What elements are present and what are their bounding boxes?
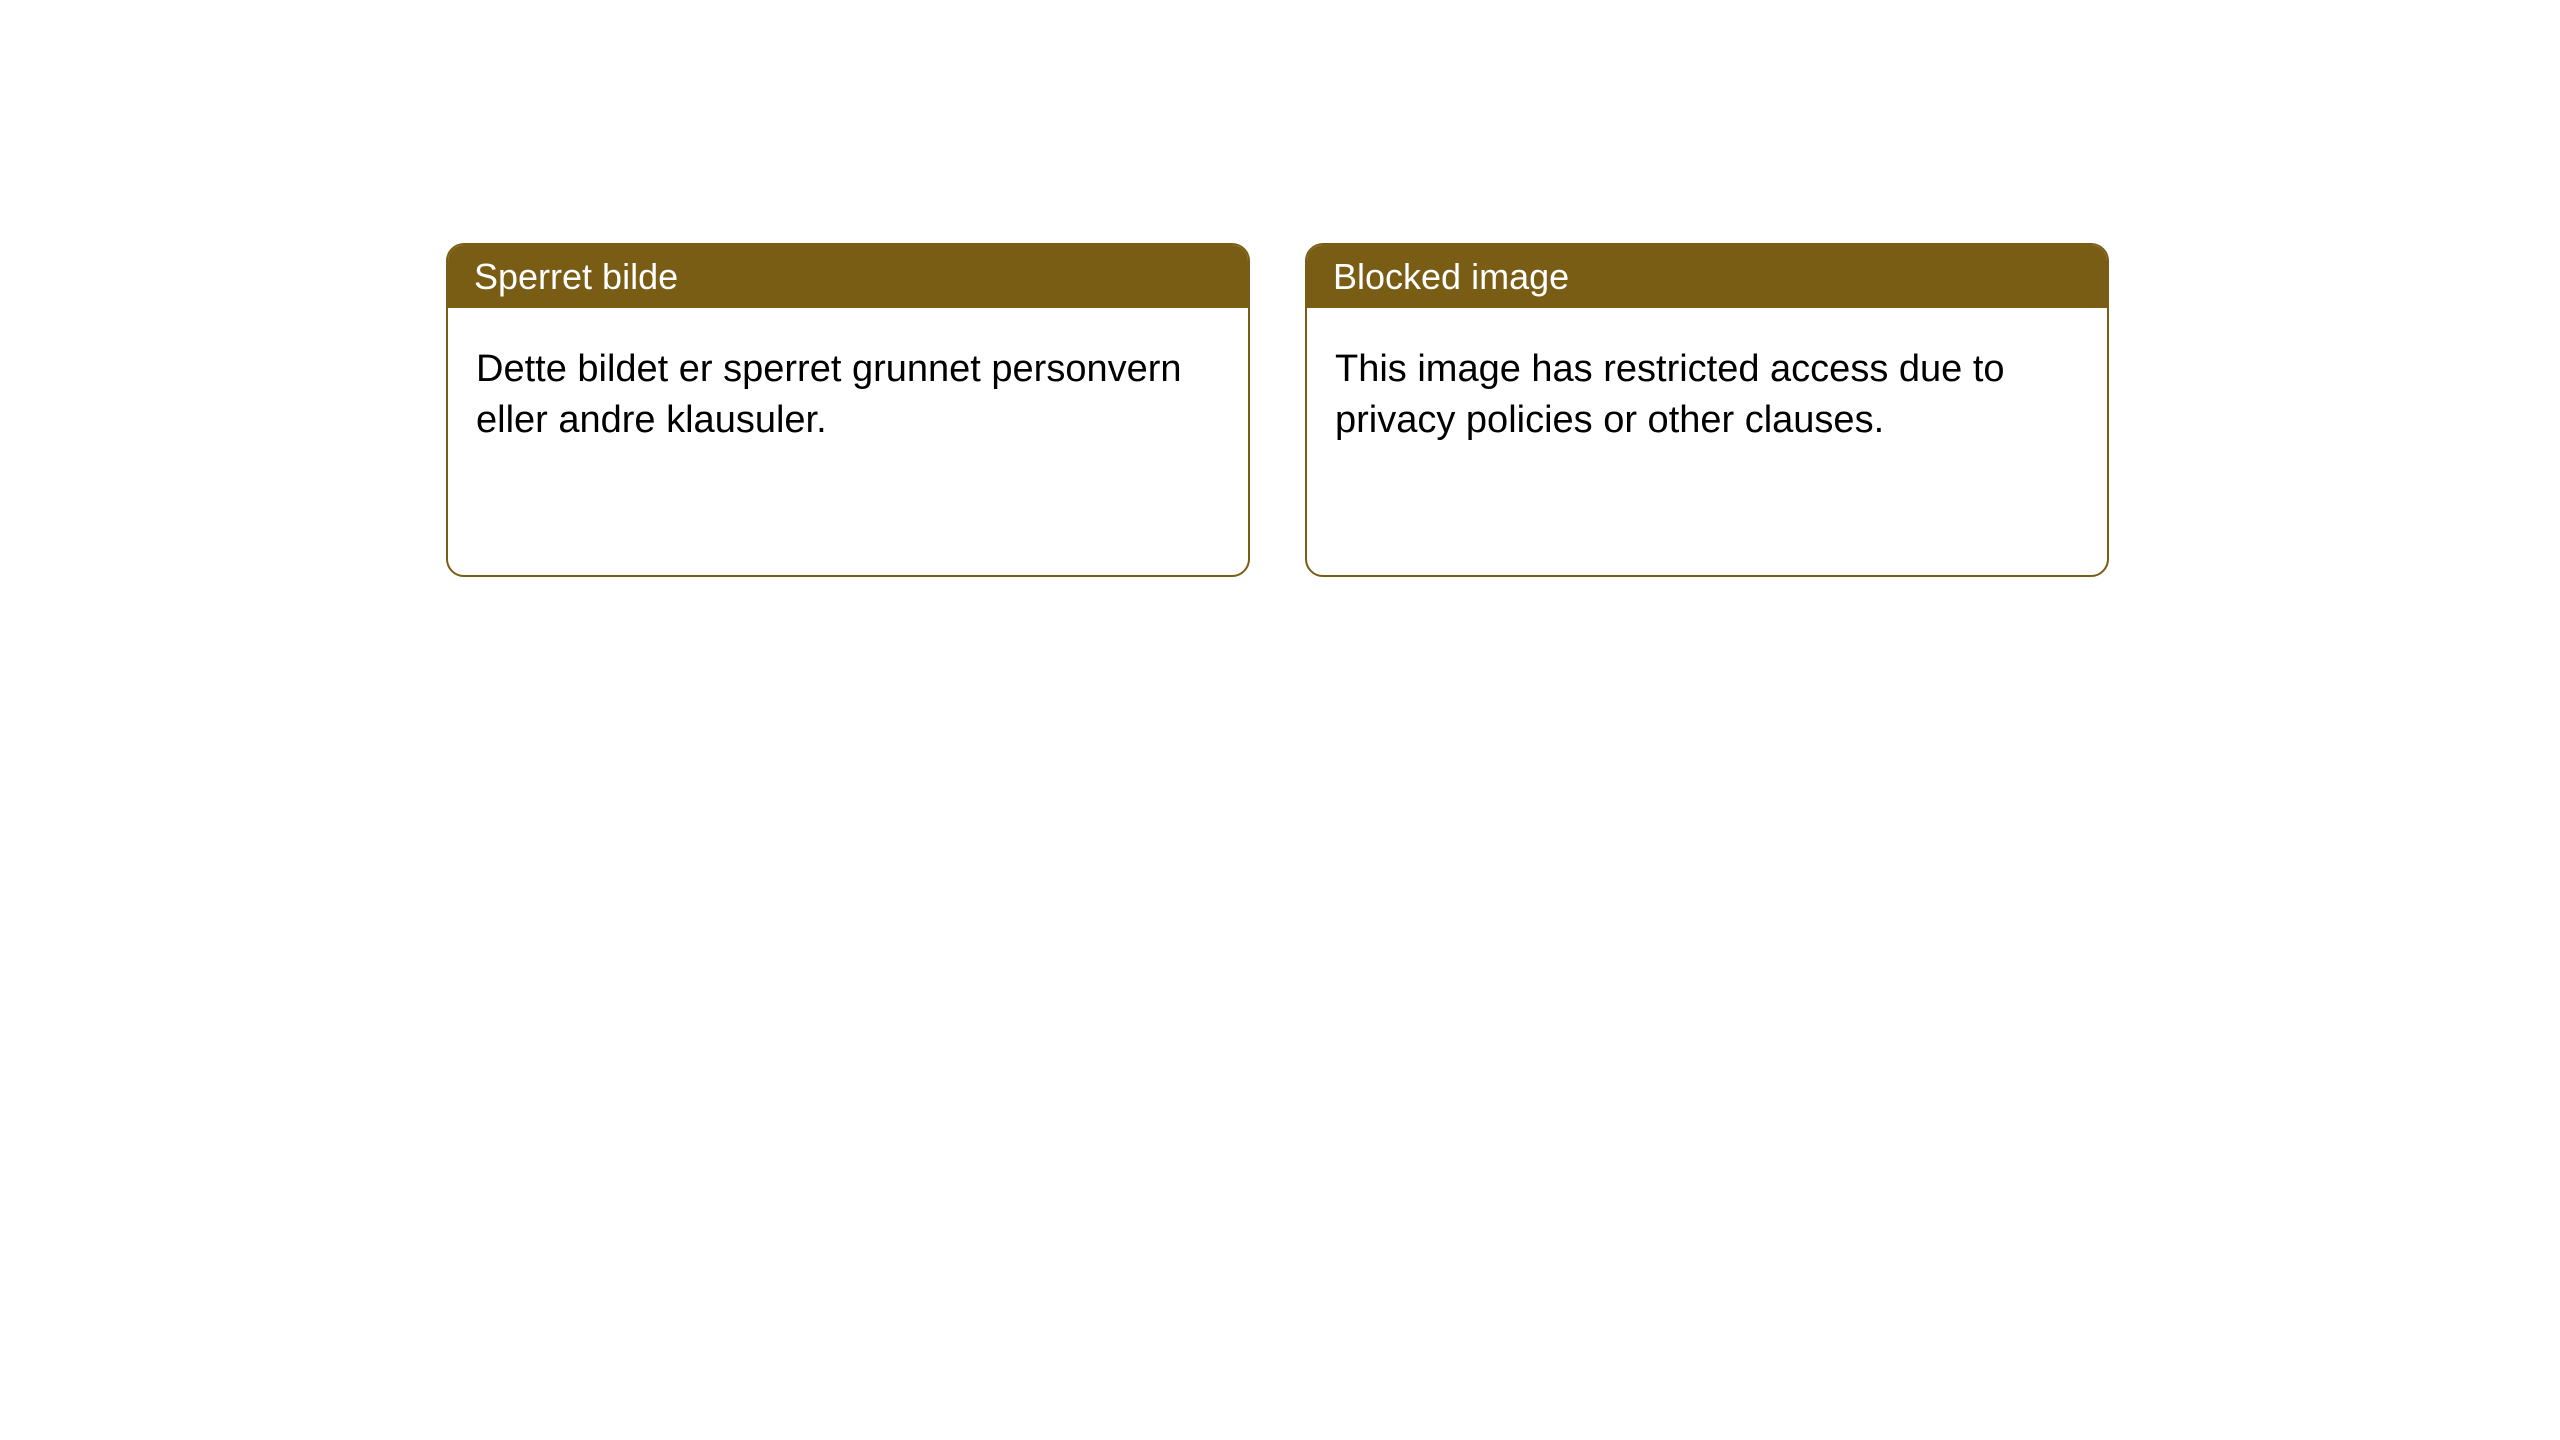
notice-body-english: This image has restricted access due to …: [1307, 308, 2107, 475]
notice-title-english: Blocked image: [1307, 245, 2107, 308]
notice-title-norwegian: Sperret bilde: [448, 245, 1248, 308]
notice-body-norwegian: Dette bildet er sperret grunnet personve…: [448, 308, 1248, 475]
notice-container: Sperret bilde Dette bildet er sperret gr…: [0, 0, 2560, 577]
notice-card-norwegian: Sperret bilde Dette bildet er sperret gr…: [446, 243, 1250, 577]
notice-card-english: Blocked image This image has restricted …: [1305, 243, 2109, 577]
